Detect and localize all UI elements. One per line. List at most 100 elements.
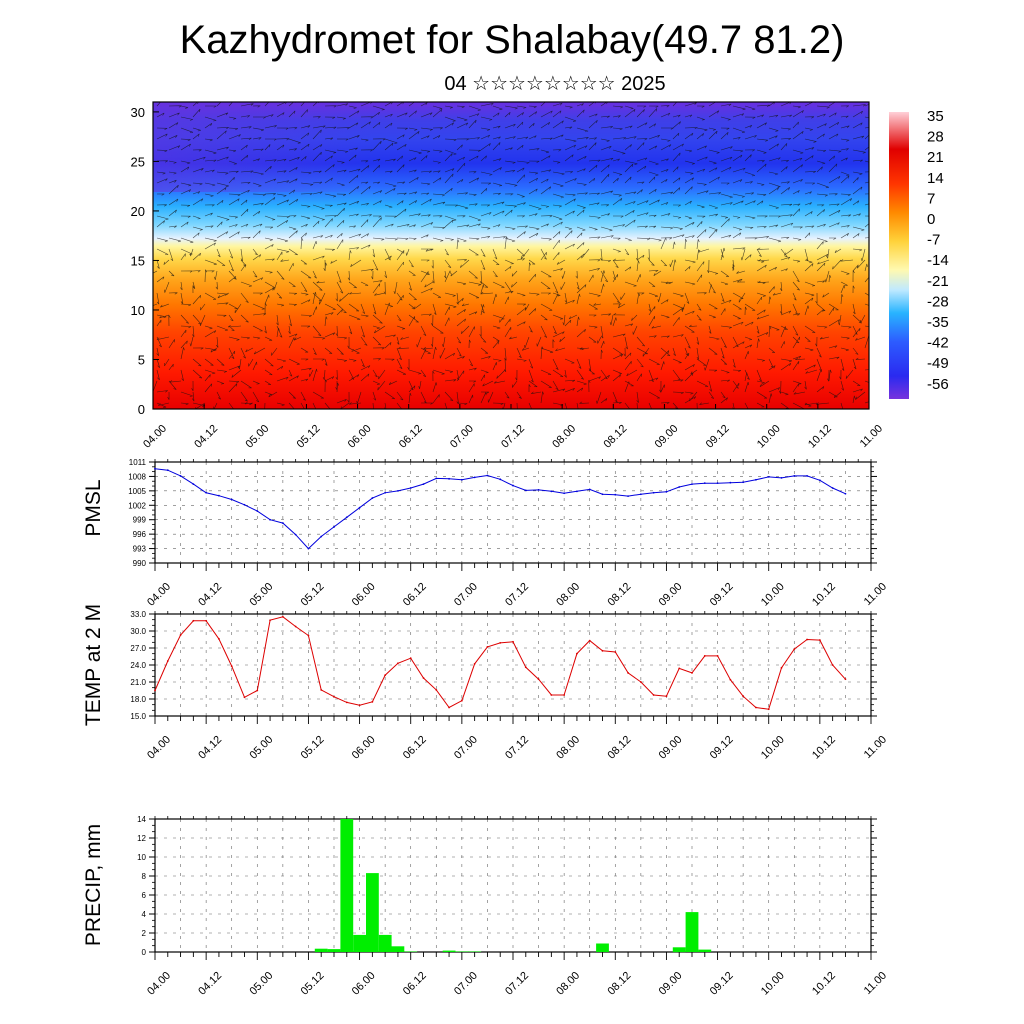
x-tick-label: 07.12	[503, 734, 531, 762]
data-point	[755, 478, 757, 481]
data-point	[243, 696, 246, 699]
data-point	[524, 666, 527, 669]
y-tick-label: 1005	[128, 487, 146, 496]
colorbar-label: -56	[927, 376, 949, 393]
x-tick-label: 09.00	[657, 581, 685, 609]
x-tick-label: 08.00	[554, 581, 582, 609]
temp-line	[154, 616, 846, 710]
data-point	[281, 615, 284, 618]
data-point	[652, 694, 655, 696]
data-point	[793, 475, 796, 477]
colorbar-label: 7	[927, 190, 935, 207]
data-point	[205, 491, 208, 494]
data-point	[537, 488, 540, 491]
section-x-tick-label: 08.12	[601, 423, 629, 451]
data-point	[499, 478, 502, 481]
data-point	[230, 498, 233, 501]
precip-bar	[596, 943, 609, 952]
x-tick-label: 05.00	[247, 734, 275, 762]
data-point	[767, 476, 770, 478]
data-point	[639, 493, 642, 496]
section-x-tick-label: 11.00	[858, 423, 885, 450]
section-y-axis: 0 5 10 15 20 25 30	[131, 105, 159, 417]
colorbar-label: -42	[927, 335, 949, 352]
data-point	[384, 674, 387, 677]
x-tick-label: 05.12	[299, 581, 327, 609]
y-tick-label: 0	[142, 948, 147, 957]
data-point	[780, 476, 783, 479]
colorbar-label: -49	[927, 355, 949, 372]
x-tick-label: 09.12	[708, 581, 736, 609]
data-point	[831, 664, 834, 666]
y-tick-label: 1002	[128, 501, 146, 510]
x-tick-label: 05.12	[299, 734, 327, 762]
x-tick-label: 05.00	[247, 970, 275, 998]
data-point	[614, 651, 617, 653]
colorbar: 35 28 21 14 7 0 -7 -14 -21 -28 -35 -42 -49 -56	[889, 108, 949, 399]
data-point	[627, 495, 629, 498]
data-point	[371, 497, 374, 499]
data-point	[639, 681, 642, 683]
y-tick-label: 14	[137, 815, 146, 824]
colorbar-label: 28	[927, 129, 944, 146]
precip-bar	[340, 819, 354, 952]
section-x-tick-label: 07.00	[448, 423, 476, 451]
section-y-tick-label: 5	[138, 352, 145, 367]
data-point	[563, 492, 566, 495]
section-x-tick-label: 06.12	[397, 423, 425, 451]
y-tick-label: 12	[137, 834, 146, 843]
temp-panel: 15.0 18.0 21.0 24.0 27.0 30.0 33.0 04.00 04.12 05…	[82, 604, 889, 762]
data-point	[230, 665, 233, 668]
colorbar-label: -21	[927, 273, 949, 290]
data-point	[678, 667, 681, 670]
data-point	[742, 481, 745, 484]
precip-bar	[455, 951, 469, 952]
x-tick-label: 10.12	[810, 734, 838, 762]
y-tick-label: 33.0	[130, 610, 146, 619]
x-tick-label: 07.12	[503, 581, 531, 609]
data-point	[333, 695, 335, 698]
y-tick-label: 1011	[129, 458, 147, 467]
precip-bar	[314, 948, 328, 952]
data-point	[652, 491, 655, 494]
data-point	[320, 689, 323, 691]
x-tick-label: 06.00	[350, 581, 378, 609]
x-tick-label: 08.12	[605, 581, 633, 609]
data-point	[844, 678, 847, 681]
precip-bar	[366, 873, 379, 952]
data-point	[345, 516, 348, 519]
wind-vectors	[153, 102, 869, 409]
x-tick-label: 10.00	[759, 581, 787, 609]
precip-bar	[404, 951, 418, 952]
data-point	[665, 695, 668, 698]
y-tick-label: 18.0	[130, 695, 146, 704]
data-point	[729, 678, 732, 681]
y-axis-title: PRECIP, mm	[82, 824, 105, 946]
data-point	[524, 489, 527, 492]
x-tick-label: 11.00	[862, 581, 889, 608]
data-point	[397, 662, 399, 665]
data-point	[831, 487, 834, 489]
data-point	[256, 689, 259, 692]
y-tick-label: 24.0	[130, 661, 146, 670]
data-point	[307, 547, 310, 550]
x-tick-label: 04.12	[196, 734, 224, 762]
data-point	[512, 640, 514, 643]
x-tick-label: 05.12	[299, 970, 327, 998]
data-point	[218, 494, 220, 497]
data-point	[320, 535, 323, 538]
y-tick-label: 2	[142, 929, 147, 938]
data-point	[460, 478, 463, 481]
y-tick-label: 990	[133, 559, 147, 568]
x-tick-label: 09.00	[657, 734, 685, 762]
data-point	[384, 491, 387, 494]
section-y-tick-label: 30	[131, 105, 145, 120]
x-tick-label: 04.12	[196, 581, 224, 609]
data-point	[601, 493, 604, 496]
data-point	[397, 489, 399, 492]
pmsl-line	[154, 468, 846, 550]
data-point	[269, 619, 271, 622]
data-point	[678, 486, 681, 488]
colorbar-label: -14	[927, 252, 949, 269]
y-tick-label: 993	[133, 545, 147, 554]
